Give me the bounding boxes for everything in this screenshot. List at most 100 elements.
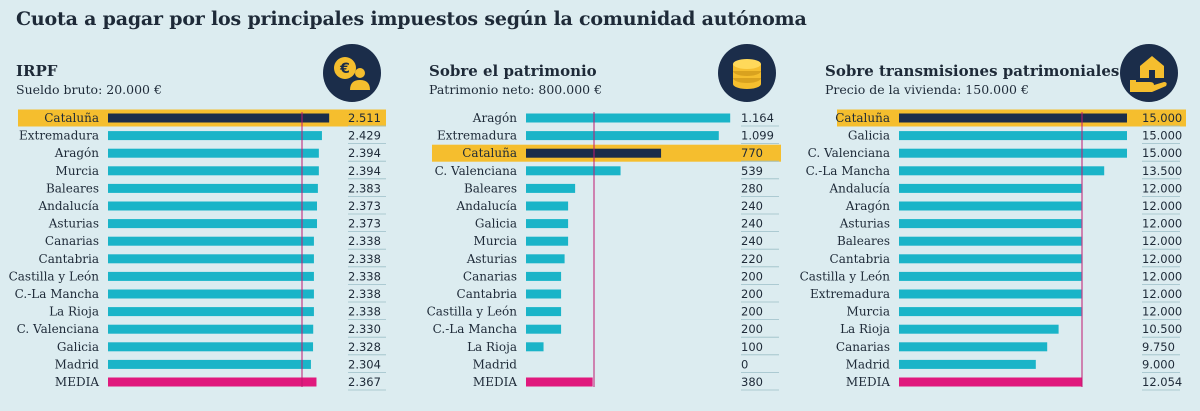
- value-label: 2.338: [348, 269, 381, 283]
- bar: [526, 113, 731, 123]
- bar: [108, 254, 314, 264]
- bar: [899, 377, 1083, 387]
- category-label: C. Valenciana: [435, 164, 517, 178]
- bar: [899, 342, 1048, 352]
- category-label: Extremadura: [437, 129, 517, 143]
- category-label: Cantabria: [830, 252, 890, 266]
- bar: [108, 113, 330, 123]
- value-label: 12.000: [1142, 181, 1182, 195]
- category-label: Baleares: [837, 234, 890, 248]
- value-label: 100: [741, 340, 763, 354]
- value-label: 2.373: [348, 217, 381, 231]
- value-label: 1.099: [741, 129, 774, 143]
- value-label: 1.164: [741, 111, 774, 125]
- bar: [108, 271, 314, 281]
- category-label: Castilla y León: [9, 269, 100, 283]
- value-label: 12.000: [1142, 305, 1182, 319]
- category-label: Extremadura: [19, 129, 99, 143]
- bar: [108, 201, 318, 211]
- bar: [899, 201, 1082, 211]
- bar: [526, 201, 569, 211]
- value-label: 200: [741, 322, 763, 336]
- bar: [899, 271, 1082, 281]
- value-label: 12.000: [1142, 234, 1182, 248]
- category-label: La Rioja: [467, 340, 517, 354]
- category-label: C.-La Mancha: [15, 287, 99, 301]
- bar: [108, 289, 314, 299]
- value-label: 240: [741, 234, 763, 248]
- bar: [108, 377, 317, 387]
- category-label: Cantabria: [457, 287, 517, 301]
- bar: [899, 254, 1082, 264]
- category-label: Galicia: [57, 340, 99, 354]
- value-label: 12.000: [1142, 269, 1182, 283]
- bar: [526, 271, 562, 281]
- value-label: 2.338: [348, 234, 381, 248]
- bar: [526, 342, 544, 352]
- value-label: 2.338: [348, 252, 381, 266]
- category-label: Murcia: [56, 164, 99, 178]
- bar: [899, 219, 1082, 229]
- category-label: La Rioja: [49, 305, 99, 319]
- bar: [899, 307, 1082, 317]
- bar: [899, 289, 1082, 299]
- category-label: Asturias: [48, 217, 99, 231]
- bar: [526, 166, 621, 176]
- value-label: 200: [741, 269, 763, 283]
- category-label: Galicia: [848, 129, 890, 143]
- category-label: Murcia: [474, 234, 517, 248]
- bar: [108, 342, 314, 352]
- bar: [526, 131, 719, 141]
- svg-text:€: €: [339, 61, 350, 77]
- bar: [899, 183, 1082, 193]
- value-label: 12.000: [1142, 287, 1182, 301]
- bar: [108, 236, 314, 246]
- main-title: Cuota a pagar por los principales impues…: [16, 8, 807, 30]
- category-label: Madrid: [55, 357, 100, 371]
- value-label: 2.338: [348, 305, 381, 319]
- value-label: 2.367: [348, 375, 381, 389]
- category-label: Asturias: [466, 252, 517, 266]
- value-label: 12.000: [1142, 217, 1182, 231]
- value-label: 2.394: [348, 146, 381, 160]
- category-label: Castilla y León: [800, 269, 891, 283]
- category-label: Cataluña: [462, 146, 517, 160]
- category-label: Canarias: [463, 269, 517, 283]
- house-hand-icon: [1120, 44, 1178, 102]
- value-label: 200: [741, 305, 763, 319]
- bar: [108, 359, 311, 369]
- bar: [108, 324, 314, 334]
- value-label: 280: [741, 181, 763, 195]
- category-label: Madrid: [473, 357, 518, 371]
- panel-title: Sobre el patrimonio: [429, 62, 597, 80]
- bar: [526, 219, 569, 229]
- category-label: MEDIA: [55, 375, 99, 389]
- panel-irpf: IRPF Sueldo bruto: 20.000 € € Cataluña 2.…: [0, 0, 400, 411]
- category-label: Cataluña: [835, 111, 890, 125]
- value-label: 12.054: [1142, 375, 1182, 389]
- category-label: Asturias: [839, 217, 890, 231]
- category-label: Canarias: [45, 234, 99, 248]
- euro-person-icon: €: [323, 44, 381, 102]
- value-label: 380: [741, 375, 763, 389]
- category-label: Murcia: [847, 305, 890, 319]
- value-label: 220: [741, 252, 763, 266]
- bar: [899, 324, 1059, 334]
- value-label: 10.500: [1142, 322, 1182, 336]
- bar: [899, 148, 1127, 158]
- category-label: Cataluña: [44, 111, 99, 125]
- category-label: Galicia: [475, 217, 517, 231]
- category-label: Castilla y León: [427, 305, 518, 319]
- category-label: Aragón: [472, 111, 517, 125]
- category-label: MEDIA: [846, 375, 890, 389]
- bar: [526, 307, 562, 317]
- value-label: 2.394: [348, 164, 381, 178]
- category-label: C.-La Mancha: [433, 322, 517, 336]
- value-label: 2.429: [348, 129, 381, 143]
- value-label: 2.511: [348, 111, 381, 125]
- bar: [526, 183, 576, 193]
- value-label: 539: [741, 164, 763, 178]
- value-label: 770: [741, 146, 763, 160]
- bar: [108, 148, 319, 158]
